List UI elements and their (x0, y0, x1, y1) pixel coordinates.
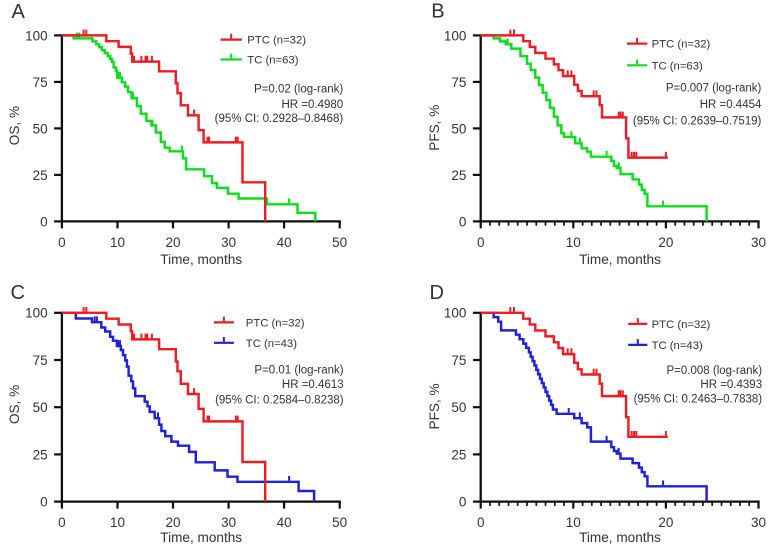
svg-text:25: 25 (33, 168, 48, 183)
svg-text:0: 0 (58, 515, 66, 530)
svg-text:A: A (12, 1, 26, 23)
svg-text:OS, %: OS, % (7, 385, 22, 424)
svg-text:HR =0.4454: HR =0.4454 (700, 99, 762, 111)
svg-text:D: D (430, 282, 444, 304)
svg-text:(95% CI: 0.2584–0.8238): (95% CI: 0.2584–0.8238) (215, 394, 344, 406)
svg-text:Time, months: Time, months (160, 252, 242, 267)
svg-text:PTC (n=32): PTC (n=32) (652, 319, 711, 331)
svg-text:HR =0.4393: HR =0.4393 (700, 379, 762, 391)
svg-text:100: 100 (444, 28, 467, 43)
svg-text:25: 25 (33, 447, 48, 462)
svg-text:50: 50 (33, 400, 48, 415)
svg-text:0: 0 (477, 515, 485, 530)
svg-text:P=0.007 (log-rank): P=0.007 (log-rank) (666, 83, 762, 95)
svg-text:25: 25 (451, 168, 466, 183)
svg-text:30: 30 (751, 515, 766, 530)
svg-text:20: 20 (165, 515, 180, 530)
svg-text:PTC (n=32): PTC (n=32) (246, 317, 305, 329)
svg-text:0: 0 (40, 214, 48, 229)
svg-text:20: 20 (658, 235, 673, 250)
svg-text:40: 40 (277, 515, 292, 530)
svg-text:75: 75 (451, 353, 466, 368)
svg-text:(95% CI: 0.2463–0.7838): (95% CI: 0.2463–0.7838) (634, 394, 763, 406)
svg-text:0: 0 (459, 495, 467, 510)
svg-text:TC (n=63): TC (n=63) (652, 60, 703, 72)
svg-text:PFS, %: PFS, % (427, 383, 442, 429)
svg-text:10: 10 (110, 515, 125, 530)
svg-text:C: C (11, 282, 25, 304)
svg-text:50: 50 (33, 121, 48, 136)
svg-text:50: 50 (332, 515, 347, 530)
svg-text:100: 100 (25, 28, 48, 43)
svg-text:0: 0 (459, 214, 467, 229)
svg-text:Time, months: Time, months (579, 252, 661, 267)
svg-text:75: 75 (451, 75, 466, 90)
svg-text:HR =0.4613: HR =0.4613 (282, 379, 344, 391)
svg-text:TC (n=43): TC (n=43) (246, 338, 297, 350)
svg-text:10: 10 (566, 515, 581, 530)
svg-text:B: B (431, 1, 444, 23)
svg-text:0: 0 (58, 235, 66, 250)
svg-text:30: 30 (221, 235, 236, 250)
svg-text:100: 100 (444, 306, 467, 321)
svg-text:40: 40 (277, 235, 292, 250)
svg-text:Time, months: Time, months (579, 530, 661, 545)
svg-text:25: 25 (451, 447, 466, 462)
svg-text:TC (n=43): TC (n=43) (652, 340, 703, 352)
svg-text:50: 50 (451, 121, 466, 136)
svg-text:PFS, %: PFS, % (427, 105, 442, 151)
svg-text:TC (n=63): TC (n=63) (247, 55, 298, 67)
svg-text:PTC (n=32): PTC (n=32) (652, 39, 711, 51)
svg-text:OS, %: OS, % (7, 106, 22, 145)
svg-text:30: 30 (221, 515, 236, 530)
svg-text:75: 75 (33, 353, 48, 368)
svg-text:P=0.01 (log-rank): P=0.01 (log-rank) (254, 364, 343, 376)
svg-text:20: 20 (658, 515, 673, 530)
svg-text:(95% CI: 0.2928–0.8468): (95% CI: 0.2928–0.8468) (215, 113, 344, 125)
svg-text:Time, months: Time, months (160, 530, 242, 545)
svg-text:P=0.008 (log-rank): P=0.008 (log-rank) (667, 365, 763, 377)
svg-text:PTC (n=32): PTC (n=32) (247, 35, 306, 47)
svg-text:50: 50 (332, 235, 347, 250)
svg-text:50: 50 (451, 400, 466, 415)
svg-text:10: 10 (110, 235, 125, 250)
svg-text:30: 30 (751, 235, 766, 250)
svg-text:0: 0 (477, 235, 485, 250)
svg-text:100: 100 (25, 306, 48, 321)
svg-text:(95% CI: 0.2639–0.7519): (95% CI: 0.2639–0.7519) (633, 115, 762, 127)
svg-text:10: 10 (566, 235, 581, 250)
svg-text:0: 0 (40, 495, 48, 510)
svg-text:75: 75 (33, 75, 48, 90)
svg-text:P=0.02 (log-rank): P=0.02 (log-rank) (254, 84, 343, 96)
svg-text:HR =0.4980: HR =0.4980 (281, 99, 343, 111)
svg-text:20: 20 (165, 235, 180, 250)
